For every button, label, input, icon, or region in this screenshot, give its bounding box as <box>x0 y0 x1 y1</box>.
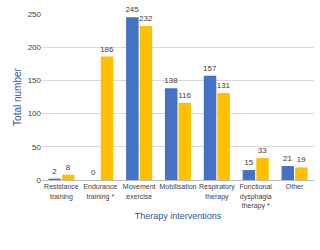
svg-text:Respiratorytherapy: Respiratorytherapy <box>199 183 235 200</box>
svg-text:19: 19 <box>297 155 306 164</box>
svg-text:150: 150 <box>28 76 42 85</box>
svg-text:250: 250 <box>28 10 42 19</box>
svg-text:157: 157 <box>203 64 217 73</box>
svg-text:Endurancetraining *: Endurancetraining * <box>83 183 117 200</box>
svg-text:50: 50 <box>32 143 41 152</box>
svg-text:2: 2 <box>52 167 57 176</box>
svg-text:131: 131 <box>217 81 231 90</box>
svg-text:Total number: Total number <box>12 67 23 125</box>
svg-text:232: 232 <box>139 14 153 23</box>
svg-text:15: 15 <box>244 158 253 167</box>
svg-text:186: 186 <box>100 45 114 54</box>
svg-text:245: 245 <box>125 5 139 14</box>
svg-text:Functionaldysphagiatherapy *: Functionaldysphagiatherapy * <box>240 183 273 209</box>
svg-text:116: 116 <box>178 91 191 100</box>
svg-text:8: 8 <box>66 163 71 172</box>
svg-text:Movementexercise: Movementexercise <box>123 183 156 199</box>
svg-text:21: 21 <box>283 154 292 163</box>
svg-text:33: 33 <box>258 146 267 155</box>
svg-text:138: 138 <box>164 76 178 85</box>
svg-text:100: 100 <box>28 109 42 118</box>
svg-text:0: 0 <box>37 176 42 185</box>
svg-text:200: 200 <box>28 43 42 52</box>
svg-text:Other: Other <box>286 183 304 190</box>
svg-text:0: 0 <box>91 168 96 177</box>
svg-text:Therapy interventions: Therapy interventions <box>135 211 222 221</box>
svg-text:Resistancetraining: Resistancetraining <box>44 183 79 200</box>
svg-text:Mobilisation: Mobilisation <box>160 183 197 190</box>
